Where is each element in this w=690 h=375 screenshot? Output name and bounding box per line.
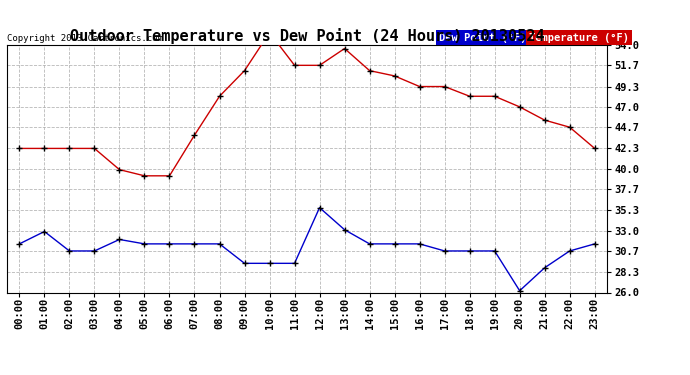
Text: Temperature (°F): Temperature (°F) xyxy=(529,33,629,42)
Text: Copyright 2013 Cartronics.com: Copyright 2013 Cartronics.com xyxy=(7,33,163,42)
Text: Dew Point (°F): Dew Point (°F) xyxy=(439,33,526,42)
Title: Outdoor Temperature vs Dew Point (24 Hours) 20130524: Outdoor Temperature vs Dew Point (24 Hou… xyxy=(70,28,544,44)
